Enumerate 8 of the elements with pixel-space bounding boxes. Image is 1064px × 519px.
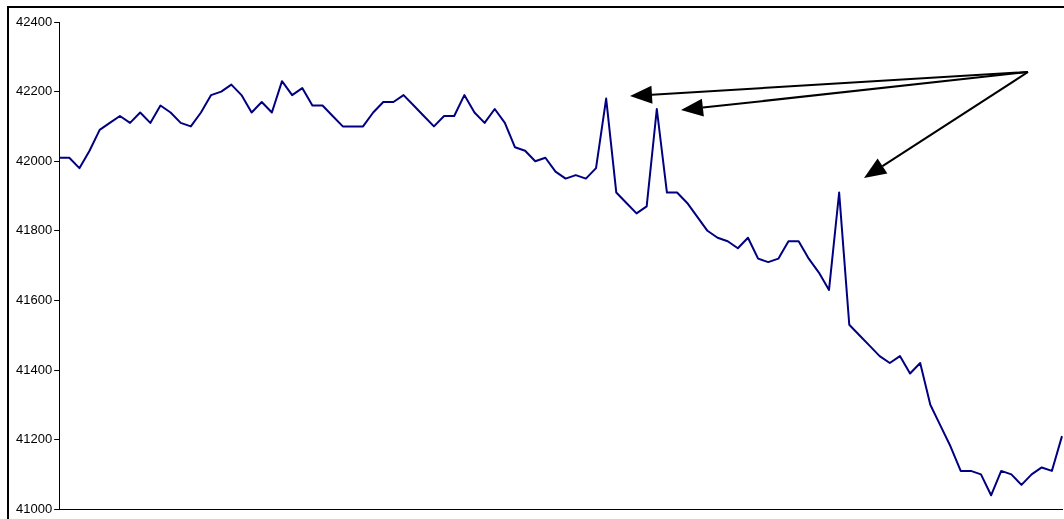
y-tick-label: 42200	[15, 83, 53, 99]
y-tick-label: 41400	[15, 361, 53, 377]
y-tick-label: 41800	[15, 222, 53, 238]
y-tick-label: 42400	[15, 13, 53, 29]
y-tick-label: 41600	[15, 291, 53, 307]
y-tick-label: 42000	[15, 152, 53, 168]
y-tick-label: 41200	[15, 431, 53, 447]
y-tick-label: 41000	[15, 500, 53, 516]
